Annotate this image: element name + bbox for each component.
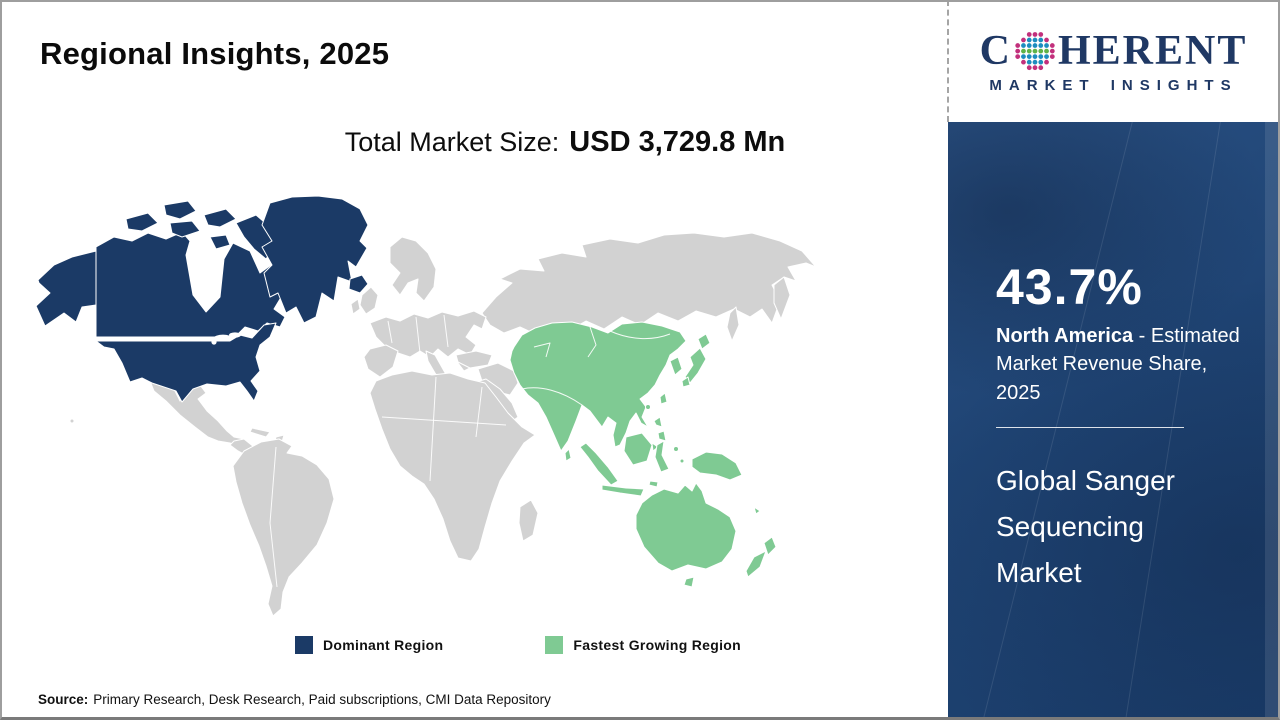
sidebar-divider — [996, 427, 1184, 429]
logo-wordmark: C HERENT — [980, 30, 1248, 72]
dominant-region-label: Dominant Region — [323, 637, 444, 653]
brand-logo: C HERENT MARKET INSIGHTS — [949, 2, 1278, 122]
market-name: Global Sanger Sequencing Market — [996, 465, 1176, 588]
market-share-value: 43.7% — [996, 259, 1143, 315]
map-legend: Dominant Region Fastest Growing Region — [295, 636, 741, 654]
logo-text-end: HERENT — [1057, 28, 1248, 74]
legend-item-dominant: Dominant Region — [295, 636, 443, 654]
globe-icon — [1015, 32, 1055, 71]
legend-item-fastest-growing: Fastest Growing Region — [545, 636, 741, 654]
region-name: North America — [996, 325, 1134, 347]
source-label: Source: — [38, 692, 89, 707]
header-separator — [947, 0, 949, 122]
region-asia-pacific — [509, 321, 777, 588]
region-north-america — [35, 195, 369, 403]
fastest-growing-region-label: Fastest Growing Region — [573, 637, 742, 653]
market-size-value: USD 3,729.8 Mn — [569, 126, 786, 158]
total-market-size: Total Market Size: USD 3,729.8 Mn — [160, 126, 970, 159]
region-other — [69, 232, 817, 617]
page-title: Regional Insights, 2025 — [40, 36, 390, 71]
logo-text-start: C — [979, 28, 1012, 74]
world-map-svg — [35, 195, 817, 617]
world-map — [30, 185, 820, 625]
source-note: Source: Primary Research, Desk Research, … — [38, 692, 551, 707]
market-size-label: Total Market Size: — [344, 127, 560, 157]
source-text: Primary Research, Desk Research, Paid su… — [93, 692, 551, 707]
fastest-growing-region-swatch — [545, 636, 564, 654]
dominant-region-swatch — [295, 636, 313, 654]
logo-tagline: MARKET INSIGHTS — [989, 77, 1238, 94]
share-description-text: - Estimated Market Revenue Share, 2025 — [996, 325, 1240, 404]
market-share-description: North America - Estimated Market Revenue… — [996, 322, 1254, 407]
highlight-sidebar: 43.7% North America - Estimated Market R… — [948, 122, 1278, 718]
